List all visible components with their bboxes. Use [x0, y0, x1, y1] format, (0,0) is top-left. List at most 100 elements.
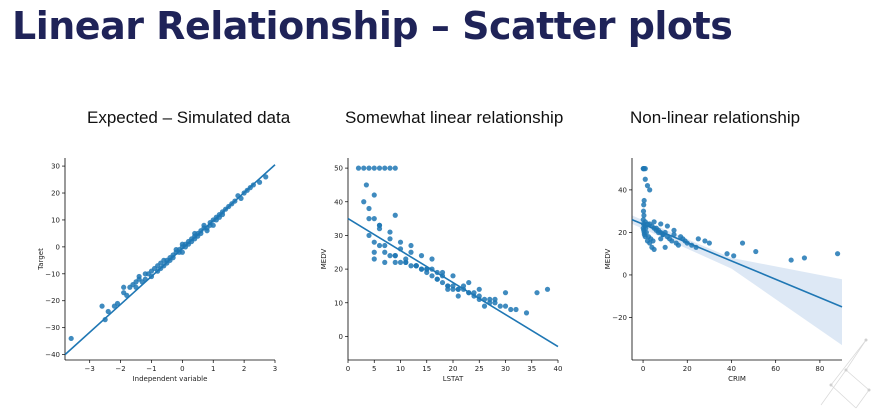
- data-point: [413, 263, 419, 269]
- data-point: [366, 216, 372, 222]
- data-point: [68, 335, 74, 342]
- data-point: [801, 255, 808, 261]
- data-point: [534, 290, 540, 296]
- data-point: [371, 216, 377, 222]
- regression-line: [64, 164, 276, 356]
- x-tick-label: −3: [85, 365, 95, 373]
- data-point: [418, 266, 425, 272]
- x-tick-label: 5: [372, 365, 376, 373]
- data-point: [133, 279, 139, 285]
- data-point: [642, 176, 648, 182]
- data-point: [455, 286, 461, 292]
- data-point: [702, 238, 708, 244]
- y-tick-label: −40: [45, 351, 60, 359]
- data-point: [669, 238, 675, 244]
- y-tick-label: 10: [51, 216, 60, 224]
- data-point: [450, 286, 456, 292]
- data-point: [497, 303, 503, 309]
- data-point: [376, 165, 383, 171]
- data-point: [642, 166, 648, 172]
- x-tick-label: 30: [501, 365, 510, 373]
- data-point: [408, 263, 414, 269]
- data-point: [397, 239, 404, 245]
- y-tick-label: 40: [618, 186, 627, 194]
- data-point: [114, 300, 121, 307]
- data-point: [192, 230, 198, 237]
- data-point: [658, 221, 664, 227]
- data-point: [366, 232, 372, 239]
- data-point: [210, 222, 216, 228]
- data-point: [731, 253, 737, 259]
- data-point: [492, 296, 498, 302]
- x-tick-label: 40: [727, 365, 736, 373]
- y-tick-label: 0: [56, 243, 60, 251]
- x-tick-label: 40: [554, 365, 563, 373]
- regression-line: [631, 218, 843, 308]
- data-point: [834, 251, 841, 257]
- data-point: [387, 236, 393, 242]
- data-point: [640, 208, 647, 214]
- data-point: [439, 279, 446, 286]
- x-tick-label: 25: [475, 365, 484, 373]
- data-point: [706, 240, 712, 246]
- data-point: [189, 238, 195, 245]
- data-point: [502, 290, 509, 296]
- x-tick-label: 20: [449, 365, 458, 373]
- chart-title-crim: Non-linear relationship: [630, 108, 801, 127]
- data-point: [392, 212, 398, 218]
- data-point: [788, 257, 794, 263]
- data-point: [371, 192, 377, 198]
- data-point: [204, 228, 210, 234]
- data-point: [651, 219, 657, 225]
- data-point: [641, 212, 647, 219]
- data-point: [650, 238, 656, 244]
- data-point: [739, 240, 746, 246]
- x-axis-label: LSTAT: [443, 375, 464, 383]
- data-point: [105, 308, 111, 315]
- x-tick-label: 0: [346, 365, 350, 373]
- data-point: [361, 199, 367, 205]
- data-point: [382, 259, 388, 265]
- data-point: [695, 236, 701, 242]
- data-point: [371, 165, 377, 171]
- data-point: [647, 187, 653, 193]
- data-point: [387, 229, 393, 235]
- data-point: [455, 293, 461, 299]
- y-tick-label: 30: [334, 232, 343, 240]
- x-tick-label: 80: [815, 365, 824, 373]
- data-point: [434, 276, 440, 282]
- data-point: [408, 242, 414, 249]
- y-tick-label: −20: [45, 297, 60, 305]
- data-point: [201, 222, 207, 228]
- data-point: [382, 249, 388, 255]
- y-tick-label: 30: [51, 163, 60, 171]
- y-tick-label: 20: [618, 229, 627, 237]
- data-point: [408, 249, 414, 255]
- data-point: [476, 286, 482, 292]
- data-point: [418, 253, 425, 259]
- data-point: [450, 273, 456, 279]
- data-point: [102, 317, 108, 323]
- data-point: [392, 253, 398, 259]
- data-point: [753, 248, 759, 255]
- data-point: [445, 283, 451, 289]
- data-point: [502, 303, 509, 309]
- y-tick-label: 20: [51, 190, 60, 198]
- data-point: [675, 242, 682, 248]
- data-point: [508, 306, 514, 313]
- y-tick-label: 20: [334, 266, 343, 274]
- y-axis-label: MEDV: [320, 249, 328, 270]
- y-tick-label: 40: [334, 198, 343, 206]
- data-point: [371, 249, 377, 255]
- data-point: [392, 259, 398, 265]
- data-point: [439, 269, 446, 276]
- data-point: [179, 249, 185, 255]
- data-point: [387, 165, 393, 171]
- y-tick-label: 0: [339, 333, 343, 341]
- x-tick-label: 10: [396, 365, 405, 373]
- x-tick-label: 60: [771, 365, 780, 373]
- scatter-chart-simulated: −3 −2 −1 0 1 2 3−40−30−20−100102030Independent…: [37, 158, 277, 383]
- y-tick-label: 0: [623, 271, 627, 279]
- y-axis-label: Target: [37, 248, 45, 271]
- data-point: [429, 256, 435, 262]
